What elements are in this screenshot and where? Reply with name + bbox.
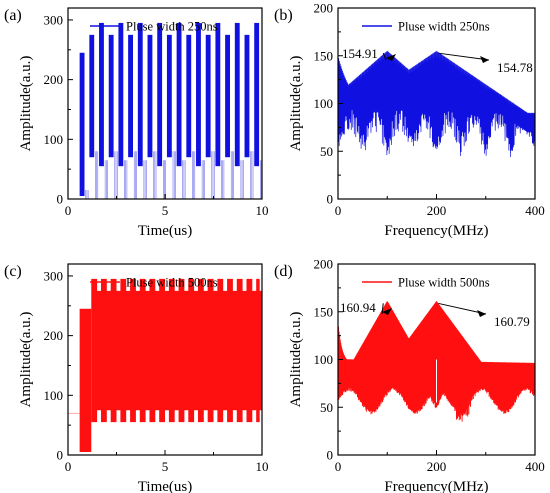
x-tick-label: 0 [65, 203, 72, 218]
x-tick-label: 0 [335, 459, 342, 474]
plot-area [338, 301, 535, 422]
pulse-bar [147, 34, 153, 158]
y-tick-label: 200 [314, 257, 334, 272]
x-tick-label: 0 [335, 203, 342, 218]
peak-label: 154.78 [497, 60, 533, 75]
y-axis-label: Amplitude(a.u.) [18, 56, 34, 152]
panel-c: 0 5 100100200300Time(us)Amplitude(a.u.)Plu… [4, 263, 269, 493]
x-tick-label: 400 [525, 203, 545, 218]
pulse-bar [79, 52, 85, 197]
plot-area [68, 22, 262, 199]
y-tick-label: 100 [314, 352, 334, 367]
panel-label: (b) [274, 7, 293, 24]
pulse-bar [225, 34, 230, 158]
pulse-bar [128, 34, 133, 158]
x-axis-label: Frequency(MHz) [384, 223, 488, 239]
y-tick-label: 100 [314, 96, 334, 111]
panel-b: 154.91 154.78 0 200 400 0 50 100 150 200 Frequency… [274, 1, 545, 240]
pulse-bar [157, 22, 163, 167]
pulse-bar [215, 22, 221, 167]
series-line [338, 50, 535, 158]
panel-d: 160.94 160.79 0 200 400 0 50 100 150 200 Frequency… [274, 257, 545, 493]
legend-label: Pluse width 250ns [126, 20, 218, 34]
y-tick-label: 0 [327, 192, 334, 207]
panel-label: (c) [4, 263, 22, 280]
axes-frame [67, 7, 263, 200]
series-line [68, 151, 262, 199]
pulse-bar [166, 34, 172, 158]
pulse-bar [79, 308, 92, 453]
y-tick-label: 50 [320, 144, 333, 159]
annotation-line [438, 52, 490, 61]
y-tick-label: 100 [44, 388, 64, 403]
x-tick-label: 10 [256, 459, 269, 474]
annotation-line [382, 52, 387, 61]
y-tick-label: 0 [57, 192, 64, 207]
x-tick-label: 0 [65, 459, 72, 474]
series-band [91, 278, 262, 423]
x-axis-label: Time(us) [138, 479, 192, 493]
panel-label: (a) [4, 7, 22, 24]
pulse-bar [234, 22, 240, 167]
x-tick-label: 200 [427, 203, 447, 218]
y-tick-label: 200 [44, 328, 64, 343]
annotation-arrow [477, 310, 486, 317]
legend-label: Pluse width 250ns [398, 20, 490, 34]
peak-label: 154.91 [342, 46, 378, 61]
y-tick-label: 150 [314, 304, 334, 319]
x-tick-label: 5 [162, 459, 169, 474]
panel-label: (d) [274, 263, 293, 280]
y-tick-label: 300 [44, 268, 64, 283]
x-tick-label: 400 [525, 459, 545, 474]
pulse-bar [108, 34, 114, 158]
pulse-bar [137, 22, 143, 167]
y-tick-label: 50 [320, 400, 333, 415]
x-tick-label: 5 [162, 203, 169, 218]
y-axis-label: Amplitude(a.u.) [18, 312, 34, 408]
x-tick-label: 10 [256, 203, 269, 218]
pulse-bar [176, 22, 182, 167]
y-tick-label: 200 [314, 1, 334, 16]
pulse-bar [186, 34, 192, 158]
y-tick-label: 100 [44, 132, 64, 147]
annotation-line [381, 303, 384, 315]
y-tick-label: 300 [44, 12, 64, 27]
pulse-bar [205, 34, 211, 158]
legend-label: Pluse width 500ns [398, 276, 490, 290]
y-tick-label: 200 [44, 72, 64, 87]
x-axis-label: Time(us) [138, 223, 192, 239]
pulse-bar [89, 34, 95, 158]
y-tick-label: 0 [327, 448, 334, 463]
y-axis-label: Amplitude(a.u.) [288, 312, 304, 408]
annotation-arrow [382, 308, 392, 315]
peak-label: 160.94 [340, 300, 376, 315]
annotation-arrow [386, 54, 396, 61]
y-axis-label: Amplitude(a.u.) [288, 56, 304, 152]
pulse-bar [244, 34, 250, 158]
x-axis-label: Frequency(MHz) [384, 479, 488, 493]
y-tick-label: 150 [314, 48, 334, 63]
x-tick-label: 200 [427, 459, 447, 474]
plot-area [338, 50, 535, 158]
peak-label: 160.79 [494, 314, 530, 329]
pulse-bar [254, 22, 260, 167]
plot-area [68, 278, 262, 455]
annotation-arrow [480, 56, 489, 63]
pulse-bar [99, 22, 104, 167]
pulse-bar [118, 22, 124, 167]
legend-label: Pluse width 500ns [126, 276, 218, 290]
pulse-bar [196, 22, 201, 167]
panel-a: 0 5 100100200300Time(us)Amplitude(a.u.)Plu… [4, 7, 269, 239]
y-tick-label: 0 [57, 448, 64, 463]
